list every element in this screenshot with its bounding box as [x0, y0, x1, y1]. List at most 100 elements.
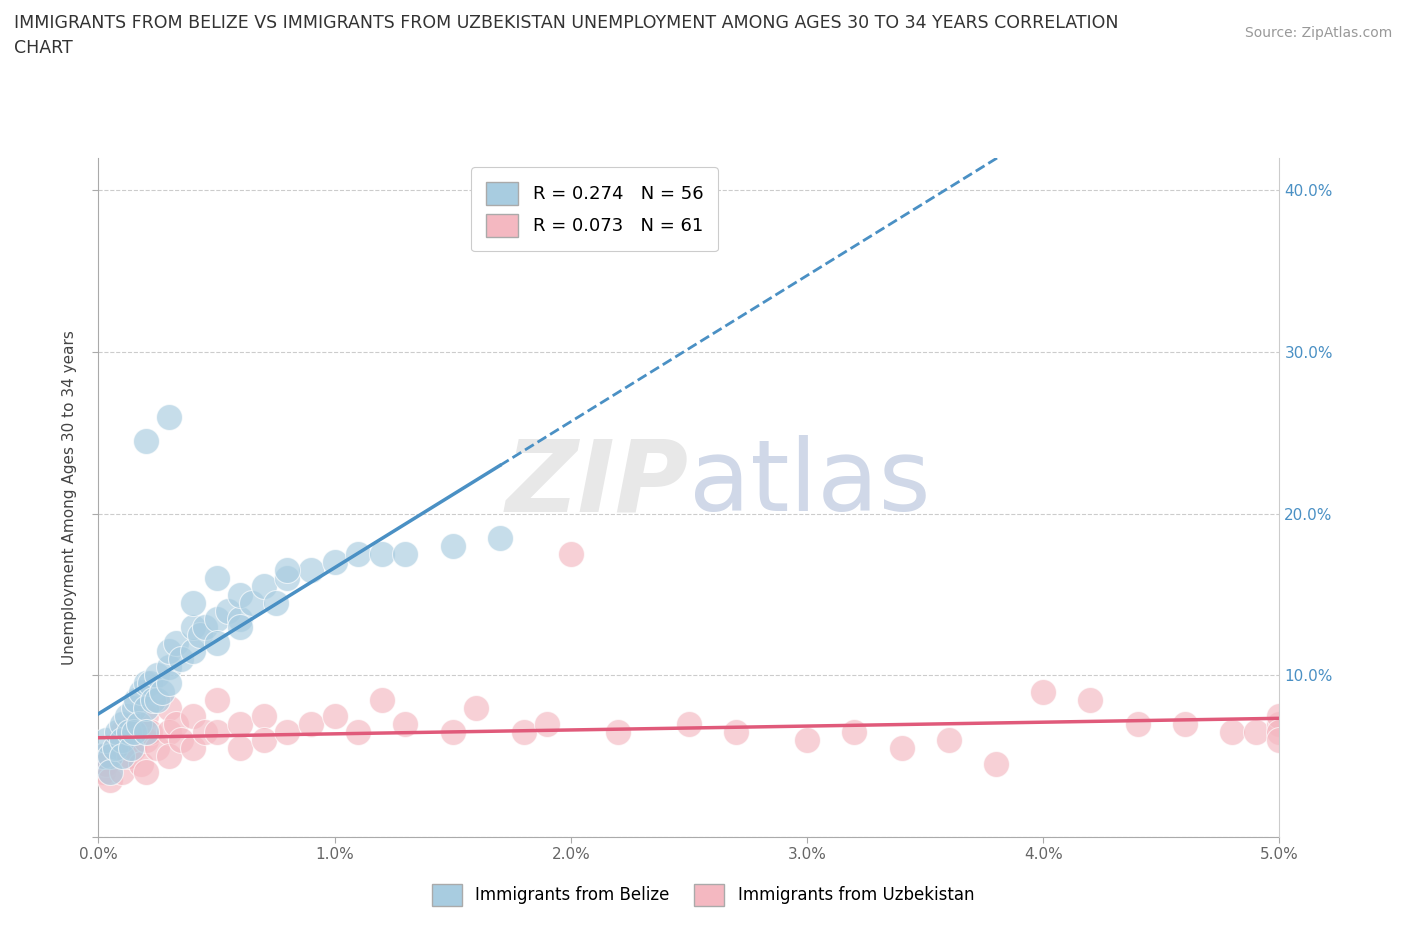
- Point: [170, 652, 193, 667]
- Point: [441, 724, 464, 739]
- Point: [157, 700, 180, 715]
- Point: [111, 740, 134, 755]
- Point: [1268, 733, 1291, 748]
- Legend: Immigrants from Belize, Immigrants from Uzbekistan: Immigrants from Belize, Immigrants from …: [425, 878, 981, 912]
- Text: Source: ZipAtlas.com: Source: ZipAtlas.com: [1244, 26, 1392, 40]
- Point: [371, 692, 394, 707]
- Point: [1220, 724, 1243, 739]
- Point: [122, 700, 145, 715]
- Point: [129, 684, 152, 699]
- Point: [844, 724, 866, 739]
- Point: [205, 635, 228, 650]
- Point: [122, 724, 145, 739]
- Point: [129, 757, 152, 772]
- Point: [1126, 716, 1149, 731]
- Point: [150, 684, 173, 699]
- Point: [229, 587, 252, 602]
- Point: [98, 773, 121, 788]
- Point: [205, 571, 228, 586]
- Point: [181, 740, 204, 755]
- Point: [146, 668, 169, 683]
- Point: [125, 692, 148, 707]
- Point: [205, 692, 228, 707]
- Point: [135, 724, 157, 739]
- Point: [181, 619, 204, 634]
- Point: [142, 692, 165, 707]
- Point: [157, 724, 180, 739]
- Point: [938, 733, 960, 748]
- Point: [299, 563, 322, 578]
- Point: [560, 547, 582, 562]
- Point: [111, 724, 134, 739]
- Point: [91, 749, 114, 764]
- Point: [98, 764, 121, 779]
- Point: [1268, 709, 1291, 724]
- Point: [135, 709, 157, 724]
- Point: [104, 740, 127, 755]
- Point: [205, 724, 228, 739]
- Point: [90, 749, 112, 764]
- Point: [1268, 724, 1291, 739]
- Point: [104, 740, 127, 755]
- Legend: R = 0.274   N = 56, R = 0.073   N = 61: R = 0.274 N = 56, R = 0.073 N = 61: [471, 167, 717, 251]
- Point: [94, 757, 117, 772]
- Point: [181, 644, 204, 658]
- Point: [135, 433, 157, 448]
- Point: [229, 611, 252, 626]
- Point: [128, 716, 150, 731]
- Point: [111, 716, 134, 731]
- Point: [678, 716, 700, 731]
- Point: [323, 555, 346, 570]
- Point: [181, 709, 204, 724]
- Text: ZIP: ZIP: [506, 435, 689, 533]
- Point: [115, 709, 138, 724]
- Point: [890, 740, 912, 755]
- Point: [441, 538, 464, 553]
- Point: [105, 724, 128, 739]
- Point: [122, 716, 145, 731]
- Point: [1244, 724, 1267, 739]
- Point: [489, 530, 512, 545]
- Point: [323, 709, 346, 724]
- Point: [253, 579, 276, 594]
- Point: [253, 709, 276, 724]
- Point: [165, 716, 187, 731]
- Point: [91, 764, 114, 779]
- Text: CHART: CHART: [14, 39, 73, 57]
- Point: [121, 740, 143, 755]
- Point: [139, 724, 162, 739]
- Point: [122, 740, 145, 755]
- Point: [347, 547, 370, 562]
- Point: [229, 716, 252, 731]
- Point: [394, 547, 416, 562]
- Point: [536, 716, 558, 731]
- Point: [607, 724, 630, 739]
- Point: [139, 676, 162, 691]
- Point: [157, 676, 180, 691]
- Point: [217, 604, 239, 618]
- Point: [465, 700, 488, 715]
- Point: [229, 619, 252, 634]
- Point: [194, 724, 217, 739]
- Point: [276, 724, 298, 739]
- Point: [146, 740, 169, 755]
- Point: [157, 409, 180, 424]
- Point: [115, 733, 138, 748]
- Point: [170, 733, 193, 748]
- Point: [299, 716, 322, 731]
- Point: [205, 611, 228, 626]
- Point: [394, 716, 416, 731]
- Point: [157, 749, 180, 764]
- Point: [276, 563, 298, 578]
- Point: [157, 644, 180, 658]
- Point: [135, 700, 157, 715]
- Y-axis label: Unemployment Among Ages 30 to 34 years: Unemployment Among Ages 30 to 34 years: [62, 330, 77, 665]
- Point: [347, 724, 370, 739]
- Point: [94, 733, 117, 748]
- Point: [796, 733, 818, 748]
- Point: [111, 764, 134, 779]
- Point: [135, 676, 157, 691]
- Point: [264, 595, 287, 610]
- Point: [1174, 716, 1197, 731]
- Point: [371, 547, 394, 562]
